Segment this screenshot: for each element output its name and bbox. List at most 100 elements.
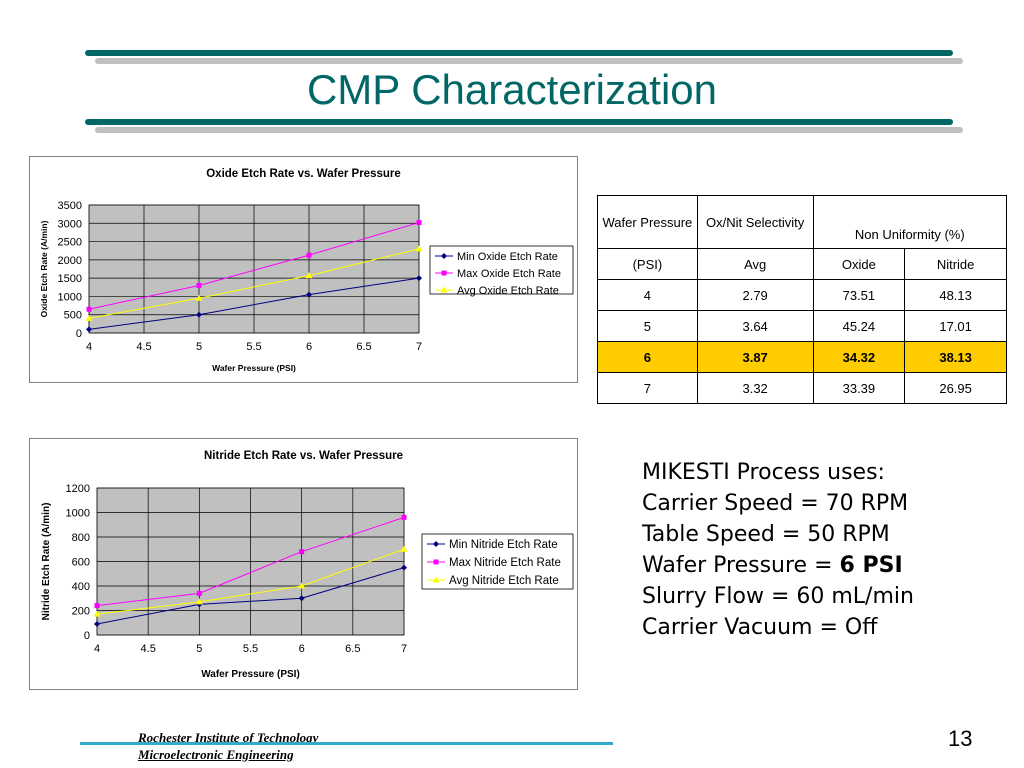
table-cell: 26.95	[904, 372, 1007, 404]
chart-title: Nitride Etch Rate vs. Wafer Pressure	[204, 450, 403, 462]
data-point	[441, 270, 447, 276]
series-line	[88, 277, 420, 330]
table-cell: 3.64	[696, 310, 814, 342]
data-point	[441, 253, 447, 259]
page-number: 13	[948, 726, 973, 751]
data-point	[401, 514, 407, 520]
legend-box	[421, 533, 574, 590]
x-tick-label: 7	[416, 341, 422, 353]
header-nitride: Nitride	[904, 248, 1007, 280]
y-tick-label: 0	[84, 630, 90, 642]
series-0	[86, 275, 422, 333]
selectivity-table: Wafer Pressure Ox/Nit Selectivity Non Un…	[597, 195, 1008, 404]
y-tick-label: 600	[72, 557, 90, 569]
x-tick-label: 5	[196, 643, 202, 655]
chart-title: Oxide Etch Rate vs. Wafer Pressure	[206, 168, 401, 180]
header-wafer-pressure: Wafer Pressure	[597, 195, 698, 249]
oxide-chart: Oxide Etch Rate vs. Wafer Pressure 0 500 10…	[29, 156, 578, 383]
data-point	[400, 545, 408, 552]
y-axis-label: Oxide Etch Rate (A/min)	[39, 220, 49, 317]
data-point	[433, 541, 439, 547]
slide-title: CMP Characterization	[306, 66, 718, 113]
x-tick-label: 6	[306, 341, 312, 353]
y-tick-label: 200	[72, 606, 90, 618]
y-tick-label: 3500	[58, 200, 82, 212]
legend-label: Avg Oxide Etch Rate	[457, 285, 559, 297]
table-cell: 45.24	[812, 310, 906, 342]
process-wafer-pressure-label: Wafer Pressure =	[642, 553, 840, 578]
header-avg: Avg	[696, 248, 814, 280]
series-2	[93, 545, 408, 617]
process-heading: MIKESTI Process uses:	[642, 460, 885, 485]
data-point	[94, 603, 100, 609]
data-point	[93, 610, 101, 617]
series-line	[96, 548, 405, 615]
data-point	[196, 311, 202, 318]
chart-legend: Min Nitride Etch Rate Max Nitride Etch Ra…	[421, 533, 574, 590]
data-point	[432, 576, 440, 583]
data-point	[196, 590, 202, 596]
x-tick-label: 4	[94, 643, 100, 655]
process-wafer-pressure-value: 6 PSI	[839, 553, 903, 578]
table-cell: 7	[597, 372, 698, 404]
legend-label: Min Oxide Etch Rate	[457, 251, 558, 263]
process-wafer-pressure: Wafer Pressure = 6 PSI	[642, 550, 914, 581]
y-tick-label: 3000	[58, 218, 82, 230]
title-bar-top-teal	[85, 50, 953, 56]
footer-line-2: Microelectronic Engineering	[138, 747, 294, 762]
series-line	[88, 248, 420, 319]
table-cell: 2.79	[696, 279, 814, 311]
header-psi: (PSI)	[597, 248, 698, 280]
table-row: 4 2.79 73.51 48.13	[597, 279, 1007, 311]
x-tick-label: 7	[401, 643, 407, 655]
data-point	[415, 245, 423, 252]
process-slurry-flow: Slurry Flow = 60 mL/min	[642, 584, 914, 609]
x-axis-label: Wafer Pressure (PSI)	[212, 363, 296, 373]
y-tick-label: 400	[72, 581, 90, 593]
process-carrier-vacuum: Carrier Vacuum = Off	[642, 615, 878, 640]
legend-label: Max Nitride Etch Rate	[449, 557, 561, 569]
nitride-chart: Nitride Etch Rate vs. Wafer Pressure 0 200…	[29, 438, 578, 690]
legend-box	[429, 245, 574, 295]
header-oxide: Oxide	[812, 248, 906, 280]
series-line	[96, 567, 405, 625]
data-point	[401, 564, 407, 571]
table-cell: 5	[597, 310, 698, 342]
legend-label: Max Oxide Etch Rate	[457, 268, 561, 280]
data-point	[298, 595, 305, 602]
y-tick-label: 2000	[58, 255, 82, 267]
data-point	[305, 272, 313, 279]
x-tick-label: 5.5	[243, 643, 258, 655]
x-tick-label: 5	[196, 341, 202, 353]
series-line	[96, 516, 405, 607]
data-point	[299, 549, 305, 555]
data-point	[195, 598, 203, 605]
y-tick-label: 800	[72, 532, 90, 544]
series-2	[85, 245, 423, 321]
legend-label: Avg Nitride Etch Rate	[449, 575, 559, 587]
footer-institution: Rochester Institute of Technology Microe…	[138, 729, 318, 763]
data-point	[85, 314, 93, 321]
series-1	[86, 220, 422, 312]
data-point	[306, 252, 312, 258]
data-point	[94, 620, 100, 627]
table-cell: 33.39	[812, 372, 906, 404]
y-tick-label: 1000	[58, 291, 82, 303]
x-tick-label: 6.5	[345, 643, 360, 655]
y-tick-label: 2500	[58, 237, 82, 249]
footer-line-1: Rochester Institute of Technology	[138, 730, 319, 745]
table-cell: 4	[597, 279, 698, 311]
x-axis-label: Wafer Pressure (PSI)	[201, 669, 300, 680]
table-cell: 6	[597, 341, 698, 373]
table-cell: 3.87	[696, 341, 814, 373]
process-table-speed: Table Speed = 50 RPM	[642, 522, 890, 547]
y-tick-label: 1500	[58, 273, 82, 285]
nitride-chart-svg: Nitride Etch Rate vs. Wafer Pressure 0 200…	[41, 450, 574, 680]
table-cell: 17.01	[904, 310, 1007, 342]
data-point	[86, 326, 92, 333]
process-description: MIKESTI Process uses: Carrier Speed = 70…	[642, 457, 914, 643]
table-cell: 3.32	[696, 372, 814, 404]
table-cell: 73.51	[812, 279, 906, 311]
title-bar-bottom-teal	[85, 119, 953, 125]
data-point	[416, 220, 422, 226]
